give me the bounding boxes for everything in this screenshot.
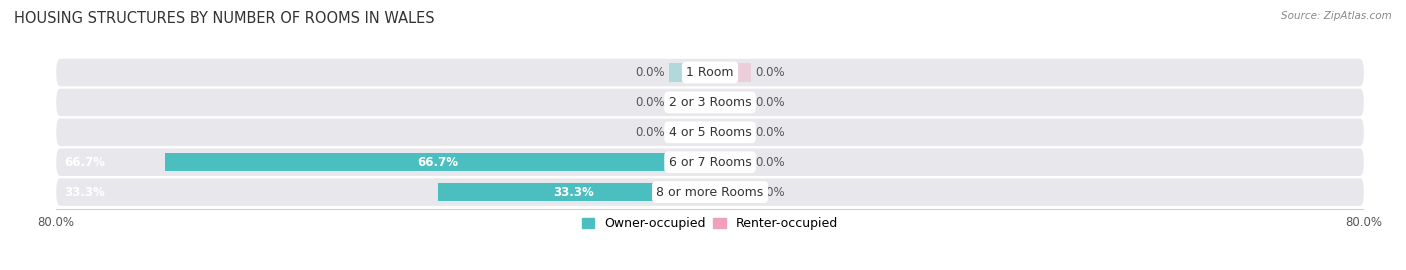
Bar bbox=[710, 153, 751, 171]
Bar bbox=[165, 153, 710, 171]
Bar bbox=[669, 93, 710, 112]
Text: 1 Room: 1 Room bbox=[686, 66, 734, 79]
Bar bbox=[669, 123, 710, 141]
FancyBboxPatch shape bbox=[56, 178, 1364, 206]
Text: 33.3%: 33.3% bbox=[554, 185, 595, 198]
Text: 4 or 5 Rooms: 4 or 5 Rooms bbox=[669, 126, 751, 139]
Text: 6 or 7 Rooms: 6 or 7 Rooms bbox=[669, 156, 751, 169]
Text: 66.7%: 66.7% bbox=[418, 156, 458, 169]
Text: 2 or 3 Rooms: 2 or 3 Rooms bbox=[669, 96, 751, 109]
Text: 0.0%: 0.0% bbox=[636, 126, 665, 139]
FancyBboxPatch shape bbox=[56, 59, 1364, 86]
Bar bbox=[669, 63, 710, 82]
Bar bbox=[710, 183, 751, 201]
Text: 0.0%: 0.0% bbox=[636, 96, 665, 109]
Bar bbox=[710, 93, 751, 112]
Bar bbox=[710, 123, 751, 141]
Bar bbox=[437, 183, 710, 201]
Text: 8 or more Rooms: 8 or more Rooms bbox=[657, 185, 763, 198]
Text: 0.0%: 0.0% bbox=[755, 185, 785, 198]
Text: 66.7%: 66.7% bbox=[65, 156, 105, 169]
FancyBboxPatch shape bbox=[56, 89, 1364, 116]
Text: 33.3%: 33.3% bbox=[65, 185, 105, 198]
Text: HOUSING STRUCTURES BY NUMBER OF ROOMS IN WALES: HOUSING STRUCTURES BY NUMBER OF ROOMS IN… bbox=[14, 11, 434, 26]
Legend: Owner-occupied, Renter-occupied: Owner-occupied, Renter-occupied bbox=[579, 215, 841, 232]
FancyBboxPatch shape bbox=[56, 119, 1364, 146]
Text: 0.0%: 0.0% bbox=[755, 96, 785, 109]
Bar bbox=[710, 63, 751, 82]
Text: 0.0%: 0.0% bbox=[755, 66, 785, 79]
Text: 0.0%: 0.0% bbox=[636, 66, 665, 79]
FancyBboxPatch shape bbox=[56, 148, 1364, 176]
Text: 0.0%: 0.0% bbox=[755, 126, 785, 139]
Text: 0.0%: 0.0% bbox=[755, 156, 785, 169]
Text: Source: ZipAtlas.com: Source: ZipAtlas.com bbox=[1281, 11, 1392, 21]
